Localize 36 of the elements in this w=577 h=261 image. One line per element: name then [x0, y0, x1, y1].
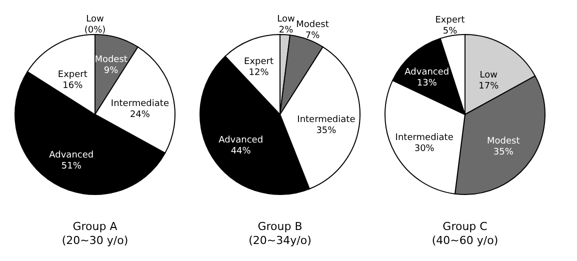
- slice-label: Expert: [58, 70, 88, 80]
- slice-label: Low: [277, 14, 295, 25]
- data-label: 35%: [316, 126, 337, 136]
- data-label: 5%: [442, 26, 458, 37]
- slice-label: Modest: [94, 55, 128, 66]
- data-label: 7%: [305, 31, 320, 42]
- slice-label: Intermediate: [297, 114, 356, 125]
- data-label: 9%: [104, 66, 119, 76]
- slice-label: Expert: [244, 56, 274, 67]
- slice-label: Intermediate: [110, 98, 170, 109]
- data-label: 44%: [230, 146, 252, 156]
- data-label: 17%: [478, 82, 500, 92]
- data-label: 2%: [278, 26, 294, 36]
- data-label: 13%: [416, 78, 438, 88]
- text: (20~34y/o): [248, 234, 312, 247]
- slice-label: Advanced: [404, 67, 450, 78]
- slice-label: Modest: [487, 136, 520, 147]
- slice-label: Advanced: [49, 150, 94, 160]
- text: (40~60 y/o): [432, 234, 498, 247]
- slice-label: Low: [480, 70, 498, 81]
- data-label: 12%: [248, 68, 270, 78]
- text: Group C: [442, 220, 488, 233]
- text: Group B: [258, 220, 302, 233]
- slice-label: Advanced: [218, 135, 264, 146]
- category-label: Low: [86, 14, 104, 24]
- data-label: 16%: [62, 80, 84, 91]
- text: (0%): [84, 26, 106, 36]
- text: (20~30 y/o): [62, 234, 128, 247]
- slice-label: Expert: [435, 16, 466, 26]
- data-label: 35%: [493, 148, 514, 158]
- data-label: 24%: [130, 110, 150, 120]
- data-label: 51%: [61, 161, 82, 172]
- slice-label: Intermediate: [395, 132, 454, 143]
- slice-label: Modest: [296, 20, 330, 30]
- text: Group A: [72, 220, 118, 233]
- data-label: 30%: [414, 144, 435, 154]
